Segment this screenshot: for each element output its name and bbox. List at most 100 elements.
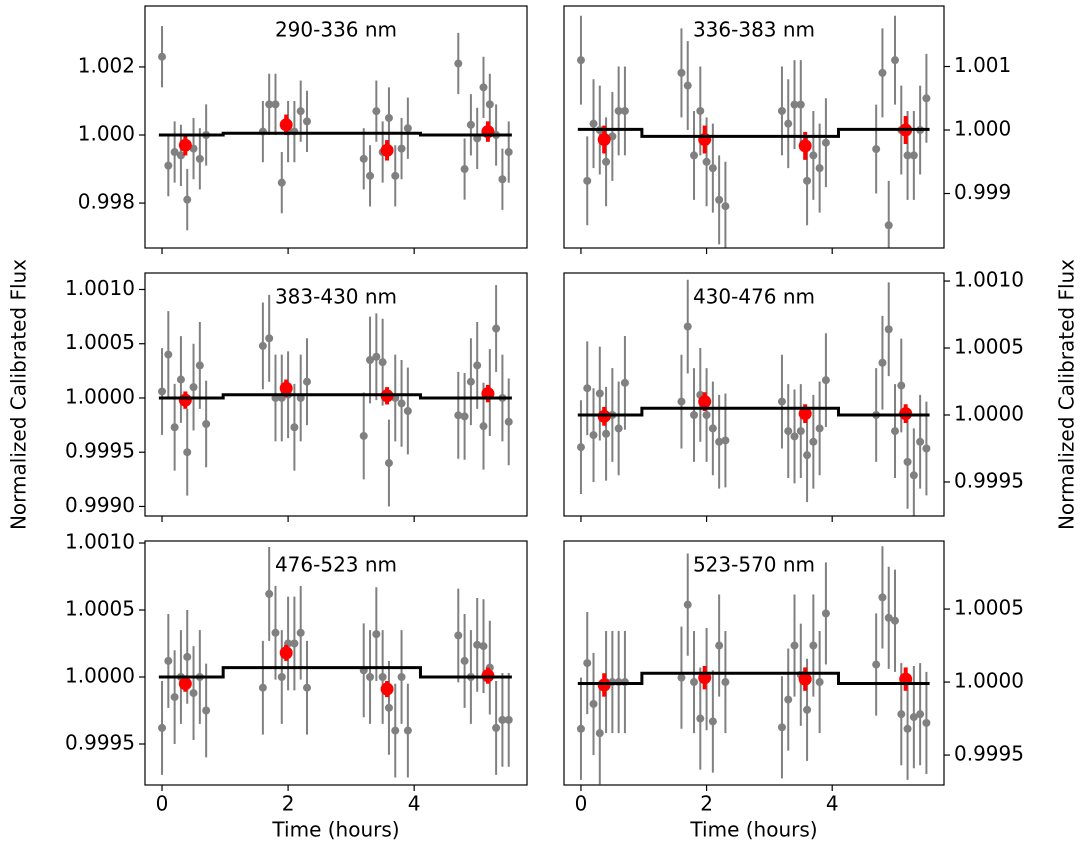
- model-line: [158, 393, 512, 400]
- data-point: [492, 324, 501, 333]
- data-point: [922, 444, 931, 453]
- data-point: [878, 358, 887, 367]
- panel: 523-570 nm 0 2 4 1.0005 1.0000 0.9995 Time (hou…: [563, 540, 1024, 842]
- data-point: [790, 432, 799, 441]
- data-point: [290, 423, 299, 432]
- data-point: [366, 673, 375, 682]
- data-point: [290, 639, 299, 648]
- data-point: [683, 600, 692, 609]
- data-point: [803, 176, 812, 185]
- data-point: [790, 641, 799, 650]
- data-point: [916, 710, 925, 719]
- data-point: [277, 673, 286, 682]
- data-point: [454, 631, 463, 640]
- y-tick-label: 1.0000: [65, 664, 135, 688]
- data-point: [576, 443, 585, 452]
- data-point: [265, 100, 274, 109]
- y-tick-label: 1.000: [78, 121, 135, 145]
- data-point: [690, 410, 699, 419]
- data-point: [403, 124, 412, 133]
- data-point: [690, 678, 699, 687]
- y-tick-label: 0.9995: [954, 468, 1024, 492]
- data-point: [176, 151, 185, 160]
- model-line: [577, 127, 930, 138]
- x-axis-label: Time (hours): [271, 818, 399, 842]
- data-point: [721, 678, 730, 687]
- x-tick-label: 0: [156, 792, 169, 816]
- data-point: [576, 56, 585, 65]
- data-point: [589, 431, 598, 440]
- data-point: [702, 157, 711, 166]
- binned-point: [279, 381, 293, 395]
- data-point: [884, 325, 893, 334]
- data-point: [479, 422, 488, 431]
- data-point: [777, 397, 786, 406]
- data-point: [378, 358, 387, 367]
- data-point: [195, 361, 204, 370]
- data-point: [170, 148, 179, 157]
- panel-title: 430-476 nm: [693, 285, 815, 309]
- x-tick-label: 2: [700, 792, 713, 816]
- data-point: [189, 689, 198, 698]
- data-point: [715, 641, 724, 650]
- data-point: [492, 723, 501, 732]
- data-point: [884, 221, 893, 230]
- data-point: [909, 713, 918, 722]
- binned-point: [798, 672, 812, 686]
- binned-point: [279, 118, 293, 132]
- data-point: [391, 171, 400, 180]
- data-point: [296, 107, 305, 116]
- data-point: [296, 628, 305, 637]
- data-point: [602, 157, 611, 166]
- y-tick-label: 1.0005: [954, 335, 1024, 359]
- panel-frame: [144, 272, 528, 517]
- data-point: [485, 100, 494, 109]
- data-point: [202, 706, 211, 715]
- data-point: [708, 164, 717, 173]
- x-tick-label: 4: [826, 792, 839, 816]
- data-point: [790, 100, 799, 109]
- data-point: [903, 724, 912, 733]
- x-tick-label: 0: [575, 792, 588, 816]
- data-point: [466, 120, 475, 129]
- data-point: [815, 678, 824, 687]
- data-point: [258, 683, 267, 692]
- data-point: [158, 723, 167, 732]
- y-tick-label: 0.9995: [65, 730, 135, 754]
- data-point: [815, 424, 824, 433]
- data-point: [803, 451, 812, 460]
- panel: 476-523 nm 0 2 4 1.0010 1.0005 1.0000 0.9995 Tim…: [65, 530, 528, 842]
- panel-title: 383-430 nm: [275, 285, 397, 309]
- panel-title: 523-570 nm: [693, 553, 815, 577]
- data-point: [872, 660, 881, 669]
- data-point: [809, 641, 818, 650]
- panel-frame: [144, 5, 528, 249]
- data-point: [916, 437, 925, 446]
- data-point: [872, 145, 881, 154]
- data-point: [189, 383, 198, 392]
- y-tick-label: 1.0010: [65, 530, 135, 554]
- data-point: [614, 106, 623, 115]
- y-tick-label: 1.001: [954, 53, 1011, 77]
- data-point: [620, 106, 629, 115]
- model-line: [577, 671, 930, 686]
- data-point: [391, 726, 400, 735]
- data-point: [903, 457, 912, 466]
- y-tick-label: 1.000: [954, 117, 1011, 141]
- y-tick-label: 0.9990: [65, 493, 135, 517]
- data-point: [891, 56, 900, 65]
- data-point: [696, 106, 705, 115]
- data-point: [784, 427, 793, 436]
- panel-title: 290-336 nm: [275, 18, 397, 42]
- data-point: [878, 68, 887, 77]
- data-point: [460, 165, 469, 174]
- data-point: [922, 94, 931, 103]
- data-point: [271, 100, 280, 109]
- data-point: [176, 375, 185, 384]
- panel-title: 336-383 nm: [693, 18, 815, 42]
- y-axis-label: Normalized Calibrated Flux: [7, 259, 31, 530]
- binned-point: [798, 139, 812, 153]
- plot-area: [158, 26, 513, 231]
- data-point: [821, 376, 830, 385]
- data-point: [696, 714, 705, 723]
